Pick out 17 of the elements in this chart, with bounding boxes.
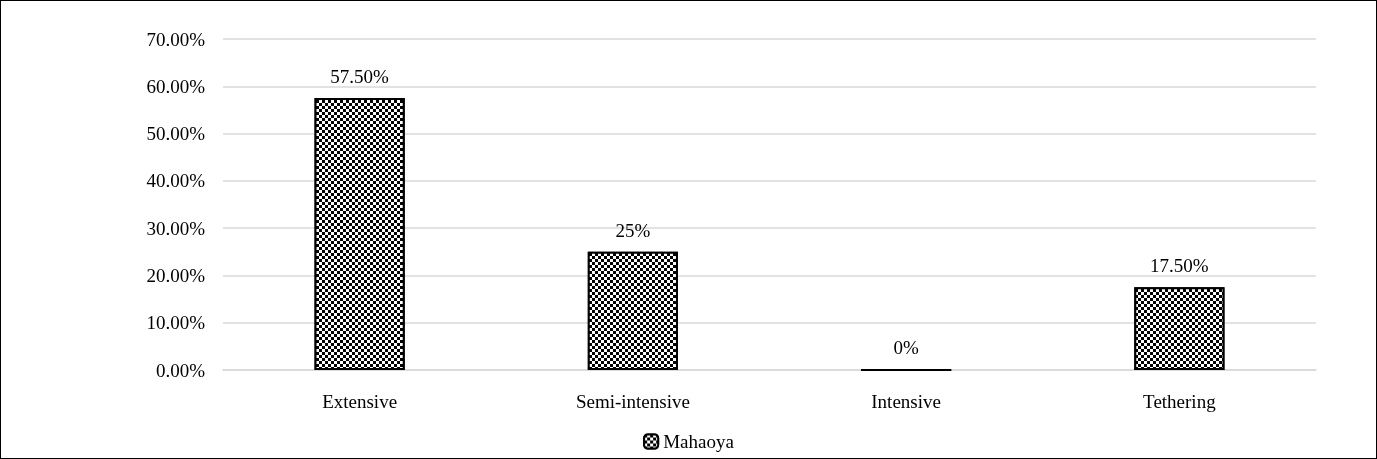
y-tick-label: 10.00%	[146, 312, 206, 334]
y-tick-label: 60.00%	[146, 75, 206, 97]
x-tick-label: Extensive	[322, 391, 398, 412]
y-tick-label: 0.00%	[155, 359, 206, 381]
y-tick-label: 20.00%	[146, 264, 206, 286]
data-label: 57.50%	[330, 66, 390, 88]
legend-label: Mahaoya	[663, 431, 735, 452]
y-tick-label: 50.00%	[146, 123, 206, 145]
data-label: 0%	[893, 337, 919, 358]
data-label: 17.50%	[1150, 255, 1209, 277]
y-tick-label: 30.00%	[146, 217, 206, 239]
x-tick-label: Semi-intensive	[575, 391, 690, 412]
y-tick-label: 40.00%	[146, 170, 206, 192]
x-tick-label: Tethering	[1143, 391, 1217, 412]
x-tick-label: Intensive	[871, 391, 941, 412]
y-tick-label: 70.00%	[146, 28, 206, 50]
data-label: 25%	[615, 219, 651, 241]
